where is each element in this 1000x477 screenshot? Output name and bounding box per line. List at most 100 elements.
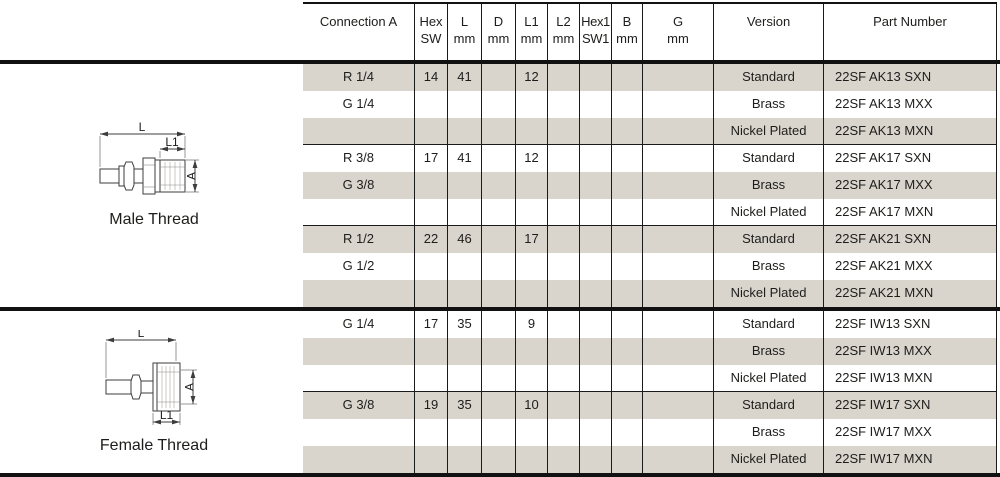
cell-l2_mm — [547, 91, 579, 118]
cell-connection_a — [303, 365, 414, 391]
cell-version: Standard — [713, 392, 823, 419]
cell-l1_mm — [515, 172, 547, 199]
cell-b_mm — [611, 199, 642, 225]
cell-l2_mm — [547, 365, 579, 391]
cell-part_number: 22SF AK17 MXX — [823, 172, 997, 199]
cell-connection_a — [303, 280, 414, 307]
cell-l1_mm — [515, 118, 547, 144]
cell-connection_a: G 1/4 — [342, 96, 375, 111]
cell-hex_sw — [414, 172, 447, 199]
header-cell-l2_mm: L2 mm — [547, 4, 579, 60]
cell-part_number: 22SF AK21 SXN — [823, 226, 997, 253]
cell-hex_sw — [414, 280, 447, 307]
cell-hex_sw: 14 — [414, 64, 447, 91]
cell-connection_a — [303, 419, 414, 446]
cell-l1_mm — [515, 365, 547, 391]
cell-d_mm — [481, 91, 515, 118]
cell-b_mm — [611, 311, 642, 338]
cell-d_mm — [481, 145, 515, 172]
cell-l1_mm: 12 — [515, 64, 547, 91]
cell-hex_sw — [414, 253, 447, 280]
cell-version: Brass — [713, 253, 823, 280]
table-row: R 1/2 22 46 17 Standard 22SF AK21 SXN — [303, 226, 997, 253]
table-row: R 3/8 17 41 12 Standard 22SF AK17 SXN — [303, 145, 997, 172]
cell-l1_mm — [515, 253, 547, 280]
cell-g_mm — [642, 226, 713, 253]
cell-hex1_sw1 — [579, 145, 611, 172]
female-dim-l-label: L — [138, 330, 145, 340]
cell-hex_sw: 17 — [414, 311, 447, 338]
cell-hex1_sw1 — [579, 226, 611, 253]
cell-part_number: 22SF AK21 MXX — [823, 253, 997, 280]
cell-version: Nickel Plated — [713, 365, 823, 391]
cell-b_mm — [611, 145, 642, 172]
female-thread-diagram: L A L1 — [105, 330, 197, 425]
cell-l1_mm — [515, 280, 547, 307]
cell-hex_sw — [414, 118, 447, 144]
header-divider-line — [0, 60, 1000, 64]
cell-d_mm — [481, 118, 515, 144]
cell-part_number: 22SF AK21 MXN — [823, 280, 997, 307]
table-row: R 1/4 14 41 12 Standard 22SF AK13 SXN — [303, 64, 997, 91]
cell-g_mm — [642, 145, 713, 172]
section-divider-line — [0, 307, 1000, 311]
cell-hex_sw — [414, 365, 447, 391]
cell-connection_a: R 1/2 — [342, 231, 375, 246]
cell-b_mm — [611, 253, 642, 280]
cell-g_mm — [642, 91, 713, 118]
header-cell-version: Version — [713, 4, 823, 60]
cell-part_number: 22SF AK13 MXX — [823, 91, 997, 118]
table-row: Nickel Plated 22SF IW13 MXN — [303, 365, 997, 392]
female-dim-a-label: A — [183, 383, 197, 391]
cell-g_mm — [642, 392, 713, 419]
cell-part_number: 22SF IW13 SXN — [823, 311, 997, 338]
cell-l1_mm — [515, 446, 547, 473]
cell-part_number: 22SF AK17 SXN — [823, 145, 997, 172]
cell-hex1_sw1 — [579, 91, 611, 118]
cell-g_mm — [642, 64, 713, 91]
cell-l1_mm — [515, 419, 547, 446]
cell-l_mm — [447, 419, 481, 446]
cell-l1_mm — [515, 199, 547, 225]
cell-l2_mm — [547, 311, 579, 338]
cell-hex_sw — [414, 91, 447, 118]
cell-hex1_sw1 — [579, 253, 611, 280]
table-row: Nickel Plated 22SF AK17 MXN — [303, 199, 997, 226]
cell-connection_a: R 1/4 — [342, 69, 375, 84]
cell-l_mm — [447, 199, 481, 225]
cell-l2_mm — [547, 172, 579, 199]
cell-part_number: 22SF IW17 MXN — [823, 446, 997, 473]
male-thread-caption: Male Thread — [109, 211, 199, 228]
cell-b_mm — [611, 392, 642, 419]
cell-g_mm — [642, 419, 713, 446]
cell-d_mm — [481, 365, 515, 391]
rows-section-male: R 1/4 14 41 12 Standard 22SF AK13 SXN G 1/4 Bra… — [303, 64, 997, 307]
cell-b_mm — [611, 118, 642, 144]
cell-part_number: 22SF IW17 SXN — [823, 392, 997, 419]
cell-g_mm — [642, 253, 713, 280]
cell-l1_mm: 9 — [515, 311, 547, 338]
cell-hex1_sw1 — [579, 365, 611, 391]
cell-hex1_sw1 — [579, 64, 611, 91]
cell-hex1_sw1 — [579, 446, 611, 473]
cell-hex1_sw1 — [579, 172, 611, 199]
cell-l2_mm — [547, 199, 579, 225]
cell-d_mm — [481, 226, 515, 253]
cell-version: Nickel Plated — [713, 199, 823, 225]
cell-l_mm: 46 — [447, 226, 481, 253]
cell-b_mm — [611, 338, 642, 365]
cell-hex_sw — [414, 199, 447, 225]
cell-version: Standard — [713, 226, 823, 253]
cell-g_mm — [642, 199, 713, 225]
cell-hex_sw: 22 — [414, 226, 447, 253]
cell-part_number: 22SF IW13 MXX — [823, 338, 997, 365]
cell-version: Standard — [713, 64, 823, 91]
cell-l2_mm — [547, 419, 579, 446]
header-cell-hex_sw: Hex SW — [414, 4, 447, 60]
rows-section-female: G 1/4 17 35 9 Standard 22SF IW13 SXN Brass 22SF… — [303, 311, 997, 473]
cell-b_mm — [611, 280, 642, 307]
cell-l1_mm: 10 — [515, 392, 547, 419]
cell-hex1_sw1 — [579, 118, 611, 144]
table-row: G 1/4 Brass 22SF AK13 MXX — [303, 91, 997, 118]
